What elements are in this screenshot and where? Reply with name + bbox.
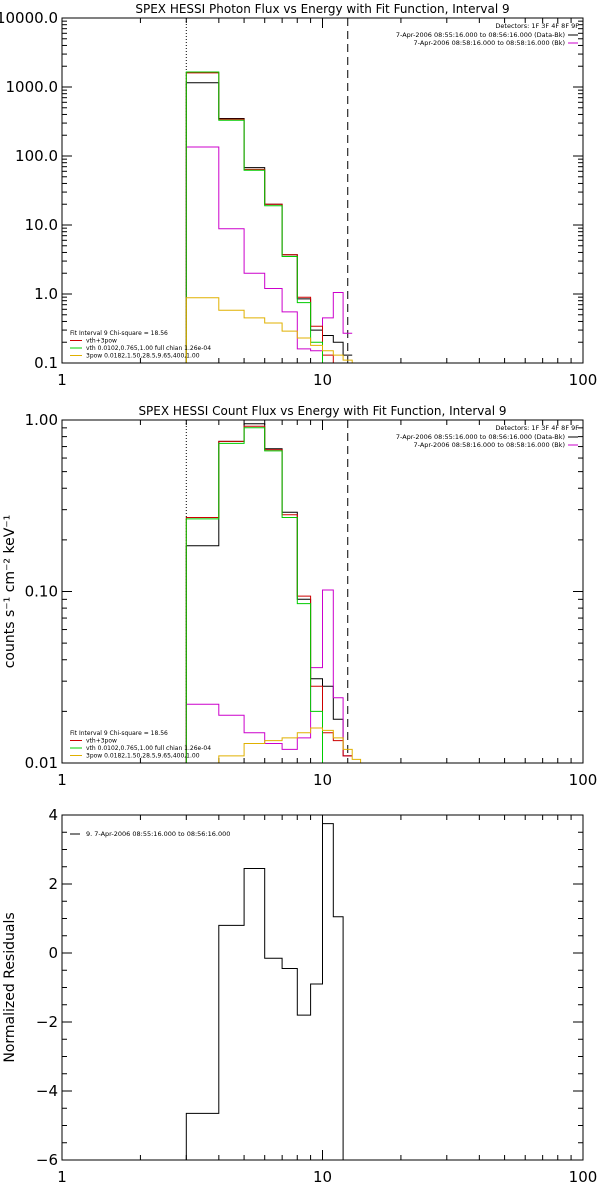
y-tick-label: −4 [36,1082,58,1100]
series-1-line [185,423,353,763]
plot-frame [61,814,584,1161]
y-tick-label: 100.0 [15,147,58,165]
x-tick-label: 100 [569,771,598,789]
series-5-line [185,297,362,363]
x-tick-label: 1 [57,1168,67,1186]
chart-3: 1 10 100 −6 −4 −2 0 2 4 Normalized Residuals 9. 7-… [2,806,597,1186]
y-tick-label: 0 [48,944,58,962]
y-tick-label: 0.1 [34,354,58,372]
y-tick-label: −6 [36,1151,58,1169]
x-tick-label: 100 [569,1168,598,1186]
y-tick-label: 0.01 [25,754,58,772]
x-tick-label: 1 [57,371,67,389]
fit-legend-header: Fit Interval 9 Chi-square = 18.56 [70,730,168,737]
series-1-line [185,823,344,1160]
series-2-line [185,589,353,763]
x-tick-label: 10 [313,371,332,389]
x-tick-label: 10 [313,1168,332,1186]
y-tick-label: 0.10 [25,583,58,601]
fit-legend-label: 3pow 0.0182,1.50,28.5,9.65,400,1.00 [86,353,200,360]
fit-legend-header: Fit Interval 9 Chi-square = 18.56 [70,330,168,337]
y-tick-label: 10000.0 [0,9,58,27]
y-tick-label: 10.0 [25,216,58,234]
fit-legend-label: vth+3pow [86,338,117,345]
chart-title: SPEX HESSI Photon Flux vs Energy with Fi… [135,2,509,16]
y-tick-label: 2 [48,875,58,893]
chart-title: SPEX HESSI Count Flux vs Energy with Fit… [138,404,506,418]
fit-legend-label: vth 0.0102,0.765,1.00 full chian 1.26e-0… [86,345,211,352]
series-4-line [185,71,323,363]
y-tick-label: −2 [36,1013,58,1031]
x-tick-label: 100 [569,371,598,389]
detectors-label: Detectors: 1F 3F 4F 8F 9F [495,424,579,432]
series-4-line [185,427,323,763]
chart-1: 1 10 100 0.1 1.0 10.0 100.0 1000.0 10000.0 SPEX H… [0,2,597,389]
y-tick-label: 4 [48,806,58,824]
series-2-line [185,146,353,363]
series-1-line [185,82,353,363]
y-tick-label: 1.0 [34,285,58,303]
fit-legend-label: vth+3pow [86,738,117,745]
chart-2: 1 10 100 0.01 0.10 1.00 SPEX HESSI Count Flux … [2,404,597,789]
time-legend-label: 7-Apr-2006 08:58:16.000 to 08:58:16.000 … [414,39,565,47]
y-tick-label: 1000.0 [6,78,59,96]
series-5-line [185,727,369,763]
detectors-label: Detectors: 1F 3F 4F 8F 9F [495,22,579,30]
plot-frame [61,419,584,764]
series-3-line [185,72,353,363]
series-3-line [185,425,353,763]
plot-frame [61,17,584,364]
y-tick-label: 1.00 [25,411,58,429]
x-tick-label: 10 [313,771,332,789]
x-tick-label: 1 [57,771,67,789]
fit-legend-label: 3pow 0.0182,1.50,28.5,9.65,400,1.00 [86,753,200,760]
y-axis-label: Normalized Residuals [2,912,18,1062]
fit-legend-label: vth 0.0102,0.765,1.00 full chian 1.26e-0… [86,745,211,752]
y-axis-label: counts s⁻¹ cm⁻² keV⁻¹ [2,515,18,669]
legend-label: 9. 7-Apr-2006 08:55:16.000 to 08:56:16.0… [86,830,230,838]
time-legend-label: 7-Apr-2006 08:58:16.000 to 08:58:16.000 … [414,441,565,449]
time-legend-label: 7-Apr-2006 08:55:16.000 to 08:56:16.000 … [396,433,565,441]
time-legend-label: 7-Apr-2006 08:55:16.000 to 08:56:16.000 … [396,31,565,39]
